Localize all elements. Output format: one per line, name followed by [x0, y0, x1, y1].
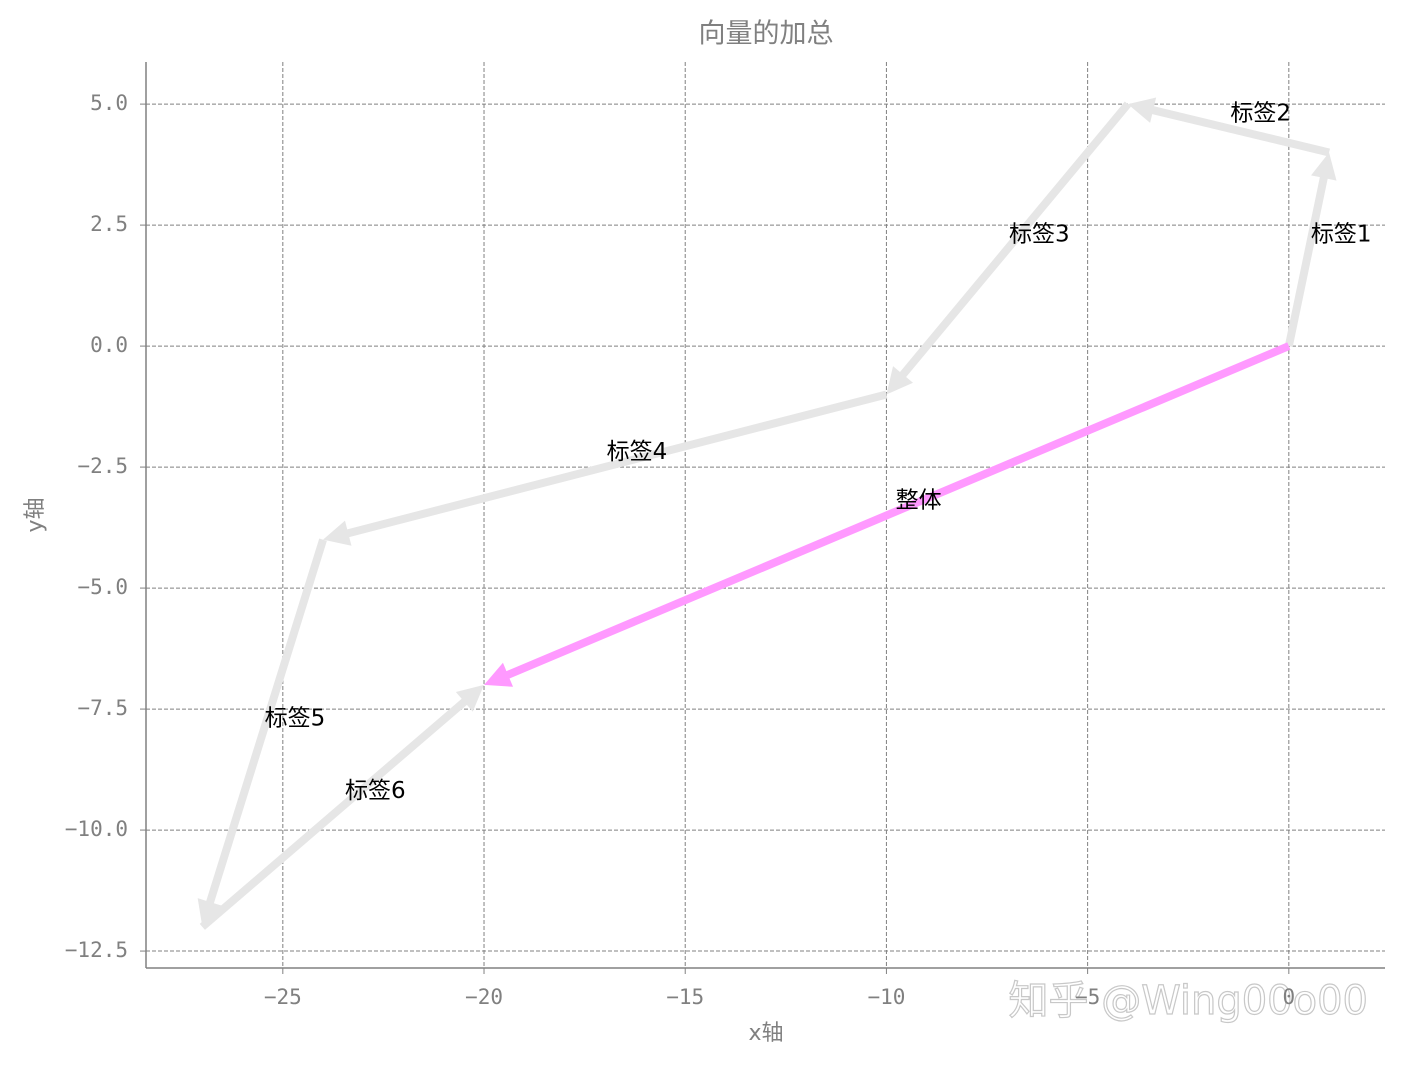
vector-arrow	[1127, 97, 1331, 157]
y-tick-label: −10.0	[65, 817, 128, 841]
vector-arrow	[886, 101, 1131, 395]
vector-arrow	[484, 342, 1291, 687]
x-tick-label: 0	[1282, 985, 1295, 1009]
vector-arrow	[1284, 152, 1337, 347]
y-axis-label: y轴	[23, 497, 48, 532]
watermark: 知乎 @Wing00o00	[1008, 978, 1368, 1024]
x-tick-label: −15	[666, 985, 704, 1009]
y-tick-label: −12.5	[65, 938, 128, 962]
vector-label: 标签2	[1230, 100, 1291, 126]
y-tick-label: 0.0	[90, 333, 128, 357]
y-tick-label: −2.5	[77, 454, 128, 478]
y-tick-label: 2.5	[90, 212, 128, 236]
vectors	[197, 97, 1337, 930]
x-axis-label: x轴	[748, 1021, 783, 1046]
vector-label: 整体	[896, 487, 942, 513]
vector-label: 标签4	[607, 439, 668, 465]
vector-label: 标签5	[265, 705, 326, 731]
chart-title: 向量的加总	[699, 19, 834, 50]
x-tick-label: −20	[465, 985, 503, 1009]
x-tick-label: −25	[264, 985, 302, 1009]
y-tick-label: −5.0	[77, 575, 128, 599]
y-tick-label: 5.0	[90, 91, 128, 115]
vector-arrow	[199, 684, 485, 930]
vector-arrow	[323, 390, 888, 546]
vector-arrow	[197, 538, 327, 927]
x-tick-label: −5	[1075, 985, 1100, 1009]
vector-label: 标签3	[1009, 221, 1070, 247]
grid	[146, 62, 1385, 968]
y-tick-label: −7.5	[77, 696, 128, 720]
x-tick-label: −10	[867, 985, 905, 1009]
vector-label: 标签6	[345, 778, 406, 804]
vector-label: 标签1	[1311, 221, 1372, 247]
